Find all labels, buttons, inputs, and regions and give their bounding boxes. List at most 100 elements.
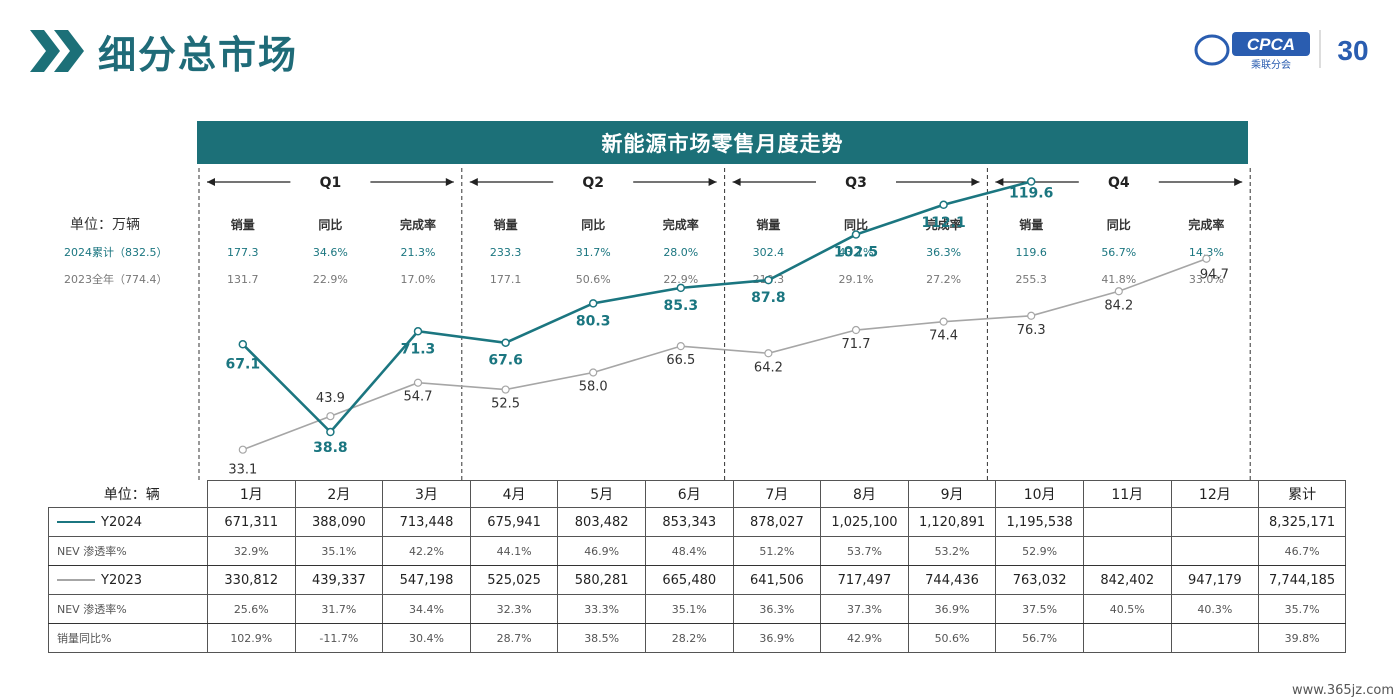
series-2024-point bbox=[413, 327, 423, 336]
summary-2024-value: 28.0% bbox=[663, 246, 698, 259]
table-cell: 525,025 bbox=[469, 565, 559, 595]
table-cell: 947,179 bbox=[1170, 565, 1260, 595]
data-table: 单位：辆 1月 2月 3月 4月 5月 6月 7月 8月 9月 10月 11月 12月 累计 Y2024 67… bbox=[48, 480, 1347, 653]
series-2024-data-label: 67.6 bbox=[488, 353, 523, 369]
table-cell: 717,497 bbox=[820, 565, 909, 595]
table-cell bbox=[1170, 536, 1260, 566]
table-cell: 32.9% bbox=[207, 536, 296, 566]
series-2024-point bbox=[851, 230, 861, 239]
table-cell: 763,032 bbox=[995, 565, 1084, 595]
month-header: 7月 bbox=[732, 480, 822, 508]
series-2023-data-label: 43.9 bbox=[316, 391, 345, 406]
month-header: 10月 bbox=[995, 480, 1084, 508]
arrowhead-left bbox=[995, 178, 1004, 186]
table-cell: 25.6% bbox=[207, 594, 296, 624]
table-cell bbox=[1082, 507, 1172, 537]
row-label-text: Y2023 bbox=[101, 572, 143, 588]
table-cell: 547,198 bbox=[382, 565, 471, 595]
summary-header: 销量 bbox=[756, 217, 780, 232]
table-unit-label: 单位：辆 bbox=[103, 486, 160, 503]
series-2023-data-label: 54.7 bbox=[404, 390, 433, 405]
series-2024-data-label: 85.3 bbox=[664, 298, 699, 314]
table-row: Y2024 671,311 388,090 713,448 675,941 803,482… bbox=[48, 507, 1347, 537]
table-cell: 803,482 bbox=[557, 507, 646, 537]
table-cell: 35.1% bbox=[294, 536, 384, 566]
unit-label: 单位：万辆 bbox=[70, 217, 140, 233]
series-2024-point bbox=[764, 275, 773, 285]
table-cell: 56.7% bbox=[995, 623, 1084, 653]
table-cell: 28.2% bbox=[644, 623, 734, 653]
series-2024-point bbox=[1026, 177, 1036, 186]
table-cell: 52.9% bbox=[995, 536, 1084, 566]
table-cell: -11.7% bbox=[294, 623, 384, 653]
table-cell: 46.7% bbox=[1258, 536, 1347, 566]
arrowhead-left bbox=[469, 178, 478, 186]
summary-2024-value: 302.4 bbox=[753, 246, 785, 259]
month-header: 2月 bbox=[294, 480, 384, 508]
table-row: Y2023 330,812 439,337 547,198 525,025 580,281… bbox=[48, 565, 1347, 595]
summary-2024-value: 21.3% bbox=[401, 246, 436, 259]
table-cell: 53.2% bbox=[907, 536, 997, 566]
summary-2023-value: 27.2% bbox=[926, 273, 961, 286]
cpca-logo: CPCA 乘联分会 30 bbox=[1194, 30, 1369, 71]
row-label: 销量同比% bbox=[48, 623, 208, 653]
table-cell bbox=[1170, 507, 1260, 537]
series-2023-point bbox=[326, 412, 335, 421]
summary-header: 同比 bbox=[844, 217, 868, 232]
series-line-2024 bbox=[241, 180, 1032, 434]
chart-title-banner: 新能源市场零售月度走势 bbox=[197, 121, 1248, 164]
summary-2023-value: 29.1% bbox=[839, 273, 874, 286]
table-header-row: 单位：辆 1月 2月 3月 4月 5月 6月 7月 8月 9月 10月 11月 12月 累计 bbox=[49, 480, 1347, 508]
quarter-label: Q2 bbox=[582, 175, 604, 191]
series-2023-point bbox=[1027, 311, 1036, 320]
series-2023-point bbox=[939, 317, 948, 326]
arrowhead-left bbox=[732, 178, 741, 186]
table-cell: 330,812 bbox=[207, 565, 296, 595]
table-row: NEV 渗透率% 25.6% 31.7% 34.4% 32.3% 33.3% 35.1% 36… bbox=[48, 594, 1347, 624]
summary-header: 销量 bbox=[494, 217, 518, 232]
summary-2023-value: 17.0% bbox=[401, 273, 436, 286]
series-2023-point bbox=[501, 385, 510, 394]
summary-2024-value: 119.6 bbox=[1015, 246, 1047, 259]
series-2023-point bbox=[851, 325, 861, 335]
table-cell: 878,027 bbox=[732, 507, 822, 537]
row-label-text: 销量同比% bbox=[57, 632, 112, 645]
table-cell: 439,337 bbox=[294, 565, 384, 595]
table-cell: 36.9% bbox=[732, 623, 822, 653]
series-2023-point bbox=[238, 445, 247, 454]
series-2023-data-label: 84.2 bbox=[1104, 298, 1133, 313]
series-line-2023 bbox=[242, 257, 1207, 451]
table-cell: 39.8% bbox=[1258, 623, 1347, 653]
row-label: NEV 渗透率% bbox=[48, 536, 208, 566]
series-2023-point bbox=[764, 349, 773, 358]
series-2024-point bbox=[501, 338, 510, 347]
summary-header: 销量 bbox=[1019, 217, 1043, 232]
table-cell: 36.3% bbox=[732, 594, 822, 624]
table-cell: 641,506 bbox=[732, 565, 822, 595]
summary-header: 同比 bbox=[318, 217, 342, 232]
summary-header: 完成率 bbox=[663, 217, 699, 232]
summary-2023-value: 22.9% bbox=[663, 273, 698, 286]
row-label-text: NEV 渗透率% bbox=[57, 603, 127, 616]
table-cell: 8,325,171 bbox=[1258, 507, 1347, 537]
table-cell: 31.7% bbox=[294, 594, 384, 624]
arrowhead-right bbox=[445, 178, 454, 186]
summary-header: 同比 bbox=[581, 217, 605, 232]
site-watermark: www.365jz.com bbox=[1292, 683, 1394, 698]
series-2024-data-label: 67.1 bbox=[226, 356, 261, 372]
summary-2023-value: 255.3 bbox=[1015, 273, 1047, 286]
legend-line-icon bbox=[57, 579, 95, 581]
summary-2023-value: 50.6% bbox=[576, 273, 611, 286]
series-2024-data-label: 119.6 bbox=[1009, 186, 1053, 202]
legend-line-icon bbox=[57, 521, 95, 523]
table-row: 销量同比% 102.9% -11.7% 30.4% 28.7% 38.5% 28.2% 36.… bbox=[48, 623, 1347, 653]
summary-2024-value: 31.7% bbox=[576, 246, 611, 259]
series-2023-data-label: 71.7 bbox=[842, 337, 871, 352]
series-2024-point bbox=[676, 283, 686, 293]
series-2023-data-label: 76.3 bbox=[1017, 323, 1046, 338]
series-2024-point bbox=[588, 299, 598, 308]
series-2023-point bbox=[676, 342, 685, 351]
series-2024-data-label: 102.5 bbox=[834, 245, 878, 261]
table-cell: 744,436 bbox=[907, 565, 997, 595]
month-header: 9月 bbox=[907, 480, 997, 508]
